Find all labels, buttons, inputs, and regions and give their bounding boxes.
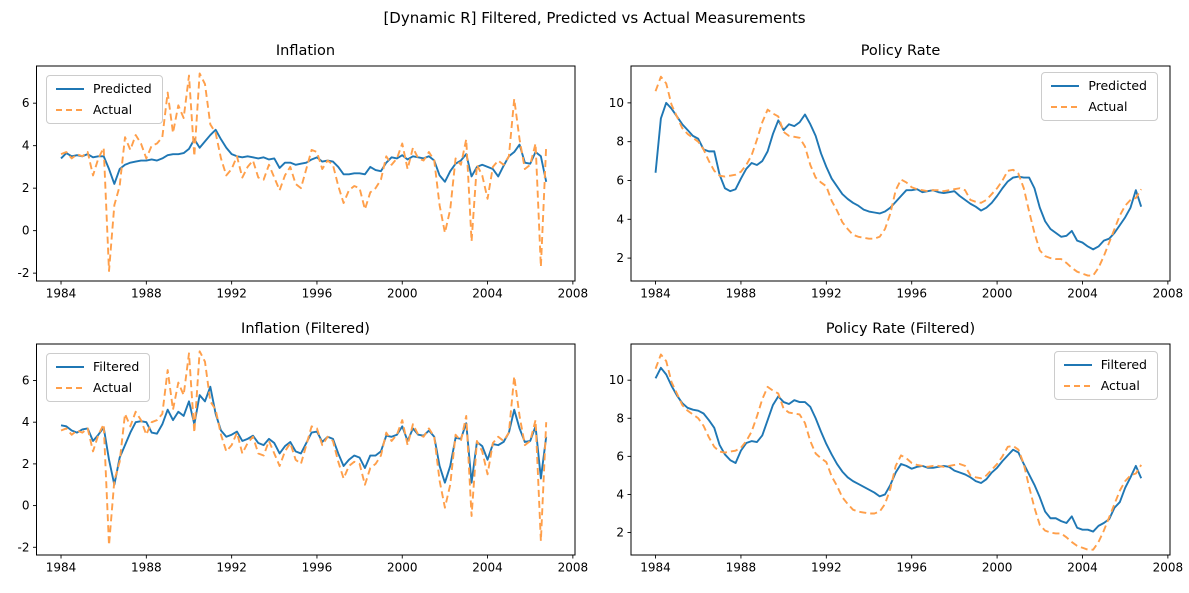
svg-text:1988: 1988 — [726, 287, 757, 301]
svg-text:6: 6 — [616, 449, 624, 463]
legend-item-filtered: Filtered — [1063, 357, 1147, 372]
svg-text:6: 6 — [22, 96, 30, 110]
subplot-title-inflation: Inflation — [275, 43, 336, 59]
legend-item-predicted: Predicted — [56, 81, 152, 96]
svg-text:2: 2 — [616, 526, 624, 540]
legend-item-actual: Actual — [56, 380, 139, 395]
svg-text:1996: 1996 — [896, 287, 927, 301]
svg-text:8: 8 — [616, 135, 624, 149]
svg-text:2000: 2000 — [982, 287, 1013, 301]
legend-label: Actual — [93, 102, 133, 117]
svg-text:10: 10 — [609, 96, 624, 110]
svg-text:2004: 2004 — [472, 287, 503, 301]
svg-text:1984: 1984 — [640, 287, 671, 301]
legend-label: Actual — [1100, 378, 1140, 393]
svg-text:2000: 2000 — [982, 561, 1013, 575]
legend-item-filtered: Filtered — [56, 359, 139, 374]
svg-text:6: 6 — [22, 373, 30, 387]
predicted-line-sample — [1051, 84, 1080, 87]
actual-line-sample — [1051, 105, 1080, 108]
svg-text:2000: 2000 — [387, 287, 418, 301]
actual-line-sample — [56, 386, 84, 389]
figure-title: [Dynamic R] Filtered, Predicted vs Actua… — [383, 9, 806, 27]
svg-text:4: 4 — [22, 415, 30, 429]
svg-text:0: 0 — [22, 224, 30, 238]
subplot-title-policy-rate-filtered: Policy Rate (Filtered) — [825, 321, 976, 337]
svg-text:1988: 1988 — [131, 561, 162, 575]
predicted-line-sample — [56, 87, 84, 90]
legend-inflation: Predicted Actual — [46, 75, 163, 124]
svg-text:2008: 2008 — [1153, 287, 1184, 301]
svg-text:-2: -2 — [18, 266, 30, 280]
svg-text:1984: 1984 — [46, 561, 77, 575]
legend-policy-rate: Predicted Actual — [1041, 72, 1158, 121]
svg-text:2: 2 — [616, 251, 624, 265]
legend-label: Filtered — [93, 359, 140, 374]
actual-line-sample — [1063, 384, 1092, 387]
legend-label: Actual — [93, 380, 133, 395]
svg-text:1984: 1984 — [640, 561, 671, 575]
svg-text:1992: 1992 — [216, 287, 247, 301]
filtered-line-sample — [1063, 363, 1092, 366]
svg-text:1996: 1996 — [896, 561, 927, 575]
svg-text:2: 2 — [22, 181, 30, 195]
svg-text:2004: 2004 — [1067, 561, 1098, 575]
svg-text:-2: -2 — [18, 540, 30, 554]
svg-text:4: 4 — [616, 212, 624, 226]
svg-text:2000: 2000 — [387, 561, 418, 575]
svg-text:1992: 1992 — [811, 287, 842, 301]
subplot-title-policy-rate: Policy Rate — [860, 43, 941, 59]
svg-text:1996: 1996 — [302, 287, 333, 301]
svg-text:4: 4 — [22, 139, 30, 153]
svg-text:2008: 2008 — [558, 561, 589, 575]
svg-text:2008: 2008 — [558, 287, 589, 301]
svg-text:1988: 1988 — [726, 561, 757, 575]
filtered-line-sample — [56, 365, 84, 368]
svg-text:10: 10 — [609, 373, 624, 387]
legend-label: Actual — [1088, 99, 1128, 114]
legend-label: Predicted — [1088, 78, 1147, 93]
svg-text:1992: 1992 — [216, 561, 247, 575]
svg-text:1984: 1984 — [46, 287, 77, 301]
svg-text:2004: 2004 — [472, 561, 503, 575]
legend-item-actual: Actual — [1051, 99, 1147, 114]
svg-text:0: 0 — [22, 499, 30, 513]
svg-text:2008: 2008 — [1153, 561, 1184, 575]
legend-inflation-filtered: Filtered Actual — [46, 353, 151, 402]
legend-item-actual: Actual — [1063, 378, 1147, 393]
legend-item-predicted: Predicted — [1051, 78, 1147, 93]
svg-text:6: 6 — [616, 173, 624, 187]
legend-policy-rate-filtered: Filtered Actual — [1053, 351, 1158, 400]
svg-text:2: 2 — [22, 457, 30, 471]
legend-item-actual: Actual — [56, 102, 152, 117]
subplot-title-inflation-filtered: Inflation (Filtered) — [241, 321, 370, 337]
svg-text:1988: 1988 — [131, 287, 162, 301]
legend-label: Filtered — [1100, 357, 1147, 372]
actual-line-sample — [56, 108, 84, 111]
svg-text:1996: 1996 — [302, 561, 333, 575]
svg-text:8: 8 — [616, 411, 624, 425]
svg-text:1992: 1992 — [811, 561, 842, 575]
legend-label: Predicted — [93, 81, 152, 96]
svg-text:4: 4 — [616, 487, 624, 501]
svg-text:2004: 2004 — [1067, 287, 1098, 301]
